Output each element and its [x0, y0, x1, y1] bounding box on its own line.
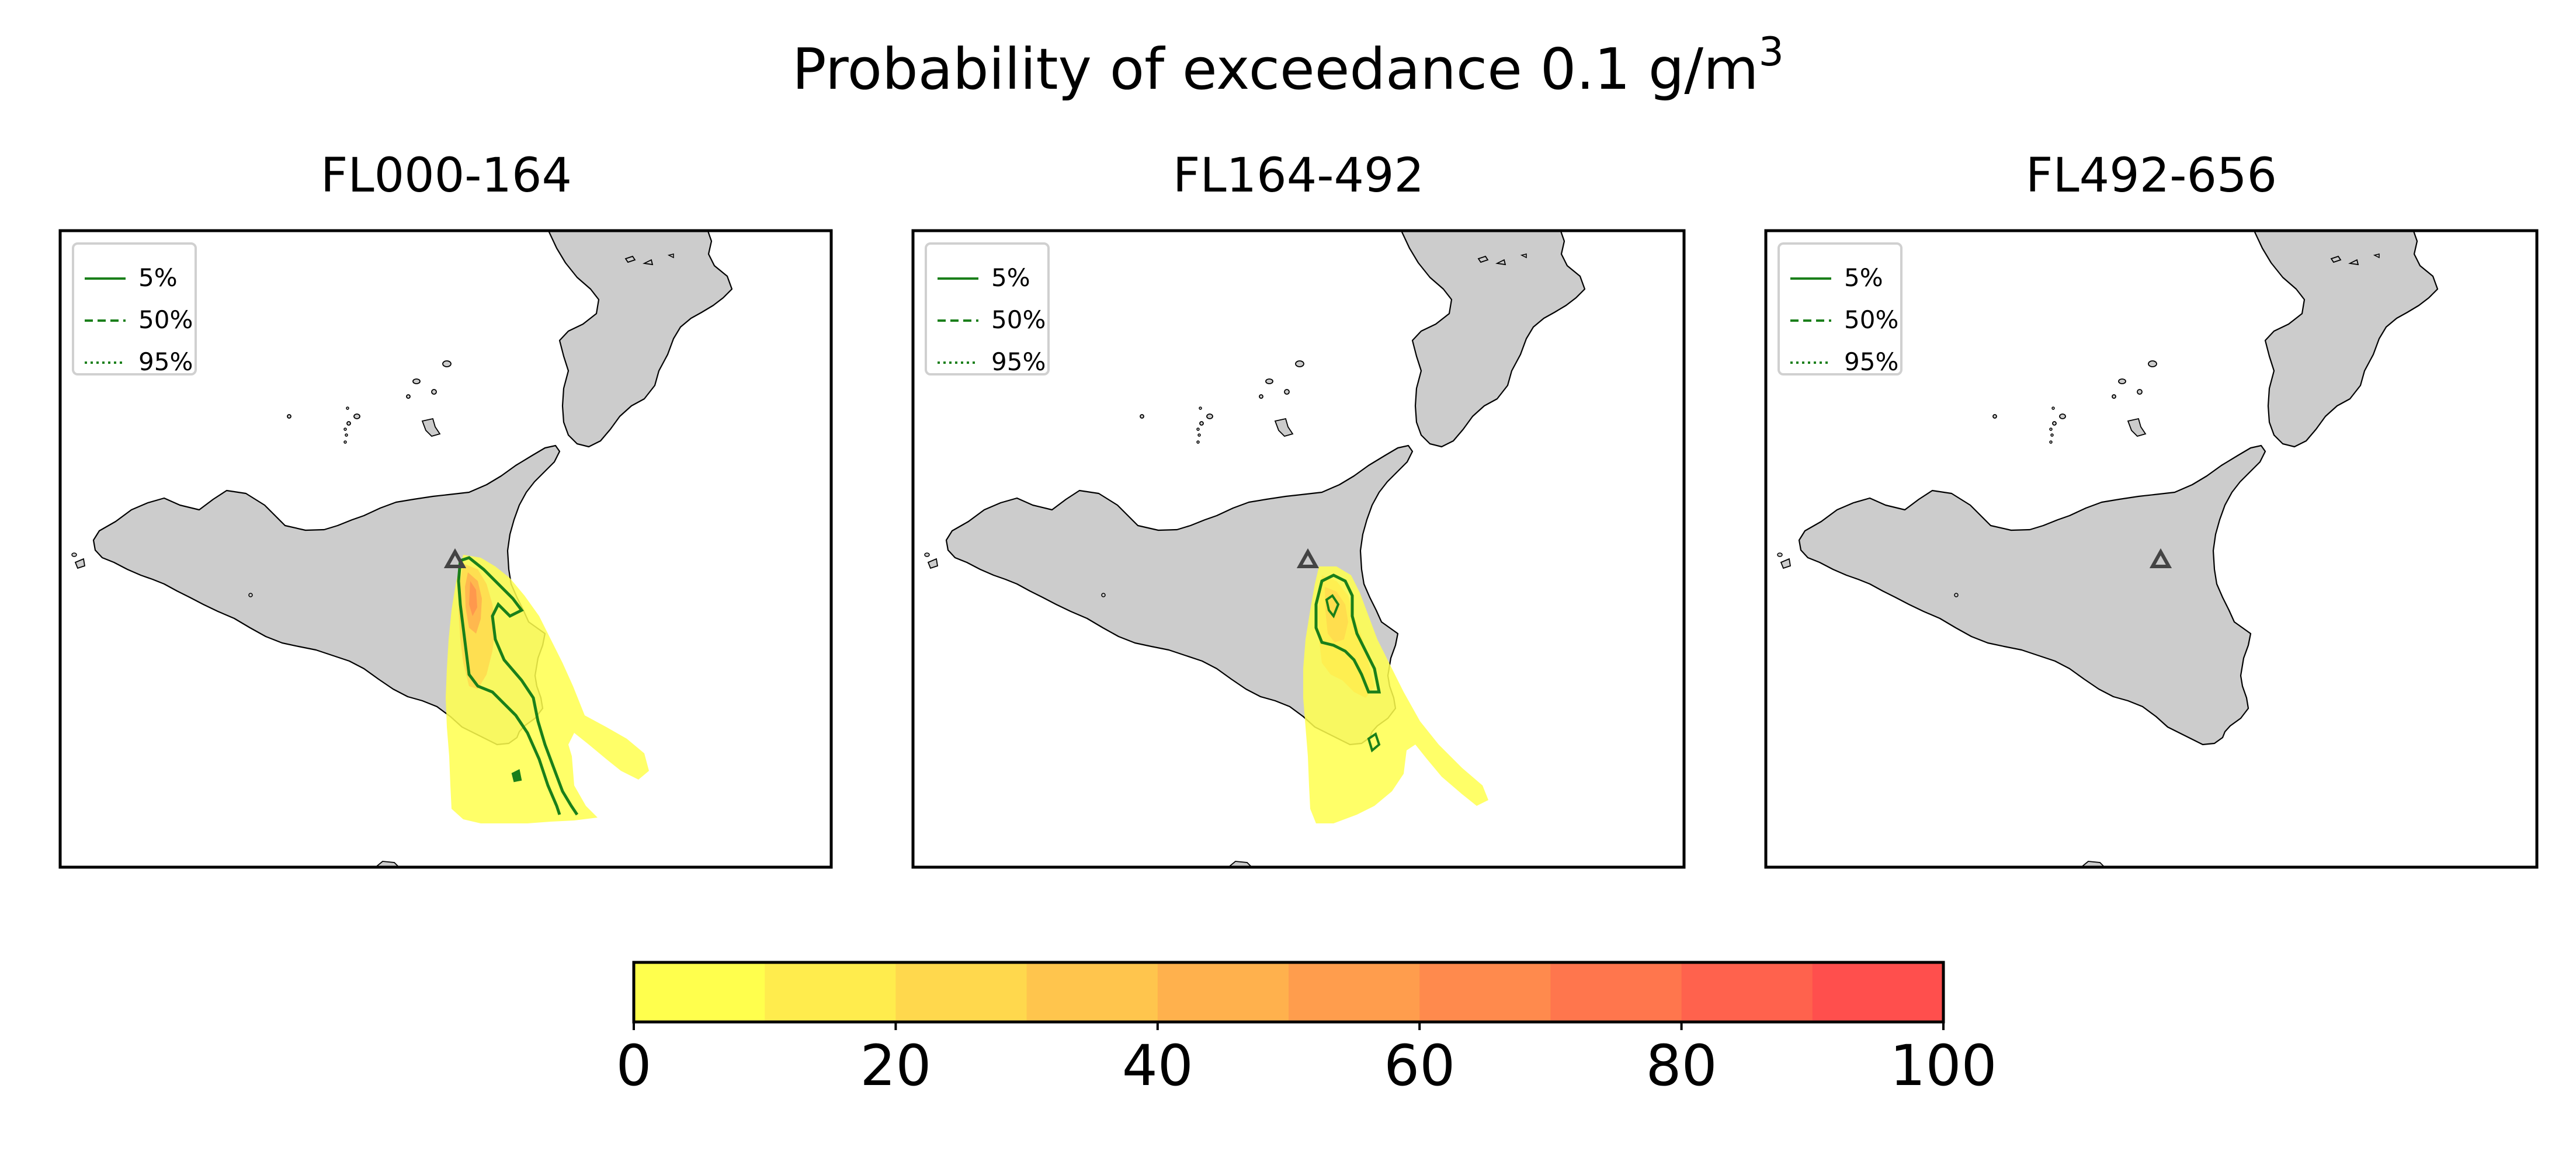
probability-field — [1303, 566, 1488, 823]
contour-5-percent-inner — [1325, 594, 1340, 618]
colorbar-tick-label: 80 — [1646, 1033, 1717, 1098]
legend-label: 5% — [991, 263, 1030, 292]
colorbar-frame — [632, 961, 1945, 1024]
legend-label: 5% — [138, 263, 178, 292]
legend-label: 50% — [138, 305, 193, 334]
map-frame-1 — [58, 229, 833, 869]
colorbar-tick-label: 100 — [1890, 1033, 1997, 1098]
contour-5-percent-island — [511, 769, 522, 783]
legend-label: 95% — [1844, 347, 1898, 376]
contour-5-percent — [457, 556, 579, 816]
colorbar-segment — [1289, 962, 1420, 1022]
colorbar-segment — [895, 962, 1027, 1022]
map-panel-1: 5% 50% 95% — [58, 229, 833, 869]
legend-label: 5% — [1844, 263, 1883, 292]
figure-title: Probability of exceedance 0.1 g/m3 — [792, 29, 1784, 102]
map-frame-3 — [1764, 229, 2539, 869]
colorbar: 0 20 40 60 80 100 — [616, 961, 1997, 1098]
map-frame-2 — [911, 229, 1686, 869]
map-panel-3: 5% 50% 95% — [1764, 229, 2539, 869]
colorbar-tick-label: 40 — [1122, 1033, 1193, 1098]
colorbar-segment — [634, 962, 765, 1022]
vent-triangle-icon — [1296, 548, 1320, 568]
colorbar-segment — [1157, 962, 1289, 1022]
colorbar-ticks: 0 20 40 60 80 100 — [616, 1022, 1997, 1098]
colorbar-segment — [1026, 962, 1158, 1022]
panel-title-1: FL000-164 — [321, 148, 572, 203]
legend-label: 50% — [1844, 305, 1898, 334]
legend-2: 5% 50% 95% — [925, 242, 1050, 376]
map-panel-2: 5% 50% 95% — [911, 229, 1686, 869]
colorbar-segment — [1419, 962, 1551, 1022]
colorbar-segment — [765, 962, 896, 1022]
panel-title-3: FL492-656 — [2026, 148, 2277, 203]
contour-5-percent-island — [1367, 732, 1381, 753]
colorbar-segments — [634, 962, 1944, 1022]
legend-1: 5% 50% 95% — [72, 242, 197, 376]
vent-triangle-icon — [443, 548, 467, 568]
contour-5-percent — [1314, 573, 1381, 694]
colorbar-tick-label: 60 — [1384, 1033, 1455, 1098]
legend-label: 95% — [138, 347, 193, 376]
title-superscript: 3 — [1759, 29, 1784, 75]
legend-label: 95% — [991, 347, 1046, 376]
colorbar-segment — [1550, 962, 1682, 1022]
legend-3: 5% 50% 95% — [1777, 242, 1903, 376]
title-main: Probability of exceedance 0.1 g/m — [792, 36, 1758, 102]
colorbar-tick-label: 20 — [860, 1033, 931, 1098]
legend-label: 50% — [991, 305, 1046, 334]
colorbar-segment — [1812, 962, 1944, 1022]
colorbar-segment — [1681, 962, 1813, 1022]
colorbar-tick-label: 0 — [616, 1033, 651, 1098]
panel-title-2: FL164-492 — [1173, 148, 1424, 203]
vent-triangle-icon — [2149, 548, 2172, 568]
